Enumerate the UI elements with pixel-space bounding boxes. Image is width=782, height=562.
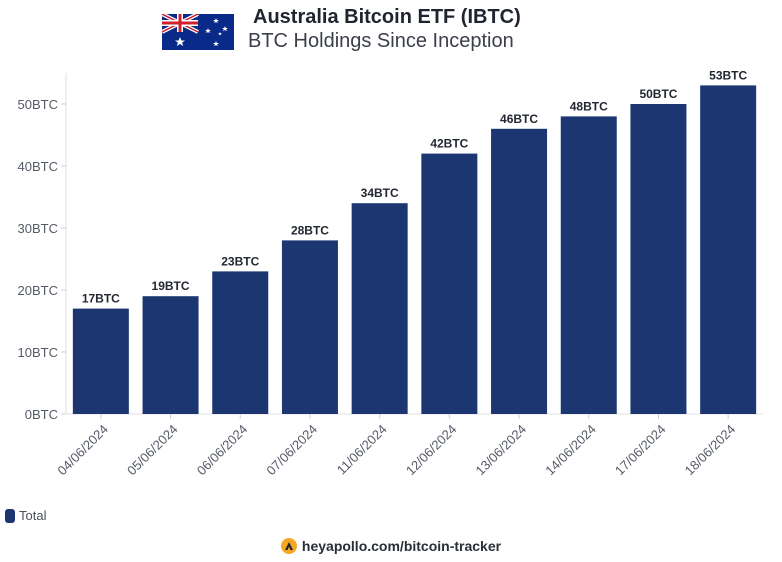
y-tick-label: 10BTC — [18, 345, 58, 360]
data-label: 46BTC — [500, 112, 538, 126]
x-tick-label: 04/06/2024 — [54, 422, 111, 479]
bar — [491, 128, 548, 415]
bar — [351, 203, 408, 414]
bar — [630, 104, 687, 414]
y-tick-label: 30BTC — [18, 221, 58, 236]
bar — [72, 308, 129, 414]
data-label: 42BTC — [430, 137, 468, 151]
australia-flag-icon — [162, 14, 234, 50]
x-tick-label: 13/06/2024 — [473, 422, 530, 479]
bar — [142, 296, 199, 414]
legend-swatch — [5, 508, 15, 523]
x-tick-label: 18/06/2024 — [682, 422, 739, 479]
y-tick-label: 40BTC — [18, 159, 58, 174]
bar — [281, 240, 338, 414]
chart-header: Australia Bitcoin ETF (IBTC) BTC Holding… — [0, 0, 782, 60]
footer: heyapollo.com/bitcoin-tracker — [0, 538, 782, 554]
legend-label-total: Total — [19, 508, 47, 523]
bar — [421, 153, 478, 414]
data-label: 50BTC — [639, 87, 677, 101]
bar — [212, 271, 269, 414]
y-tick-label: 20BTC — [18, 283, 58, 298]
data-label: 28BTC — [291, 223, 329, 237]
x-tick-label: 07/06/2024 — [263, 422, 320, 479]
x-tick-label: 12/06/2024 — [403, 422, 460, 479]
bar — [560, 116, 617, 415]
data-label: 17BTC — [82, 292, 120, 306]
bar-chart: 0BTC 10BTC 20BTC 30BTC 40BTC 50BTC 17BTC 04/06/… — [18, 68, 763, 479]
apollo-logo-icon — [280, 538, 297, 554]
x-tick-label: 06/06/2024 — [194, 422, 251, 479]
x-tick-label: 05/06/2024 — [124, 422, 181, 479]
chart-legend[interactable]: Total — [5, 508, 46, 523]
data-label: 19BTC — [152, 279, 190, 293]
data-label: 23BTC — [221, 254, 259, 268]
footer-link[interactable]: heyapollo.com/bitcoin-tracker — [301, 538, 502, 554]
x-tick-label: 14/06/2024 — [542, 422, 599, 479]
chart-title: Australia Bitcoin ETF (IBTC) — [253, 6, 521, 28]
data-label: 34BTC — [361, 186, 399, 200]
data-label: 48BTC — [570, 99, 608, 113]
x-tick-label: 17/06/2024 — [612, 422, 669, 479]
bar — [700, 85, 757, 415]
y-tick-label: 0BTC — [25, 407, 58, 422]
chart-subtitle: BTC Holdings Since Inception — [248, 30, 514, 52]
x-tick-label: 11/06/2024 — [334, 422, 390, 478]
data-label: 53BTC — [709, 68, 747, 82]
y-tick-label: 50BTC — [18, 97, 58, 112]
